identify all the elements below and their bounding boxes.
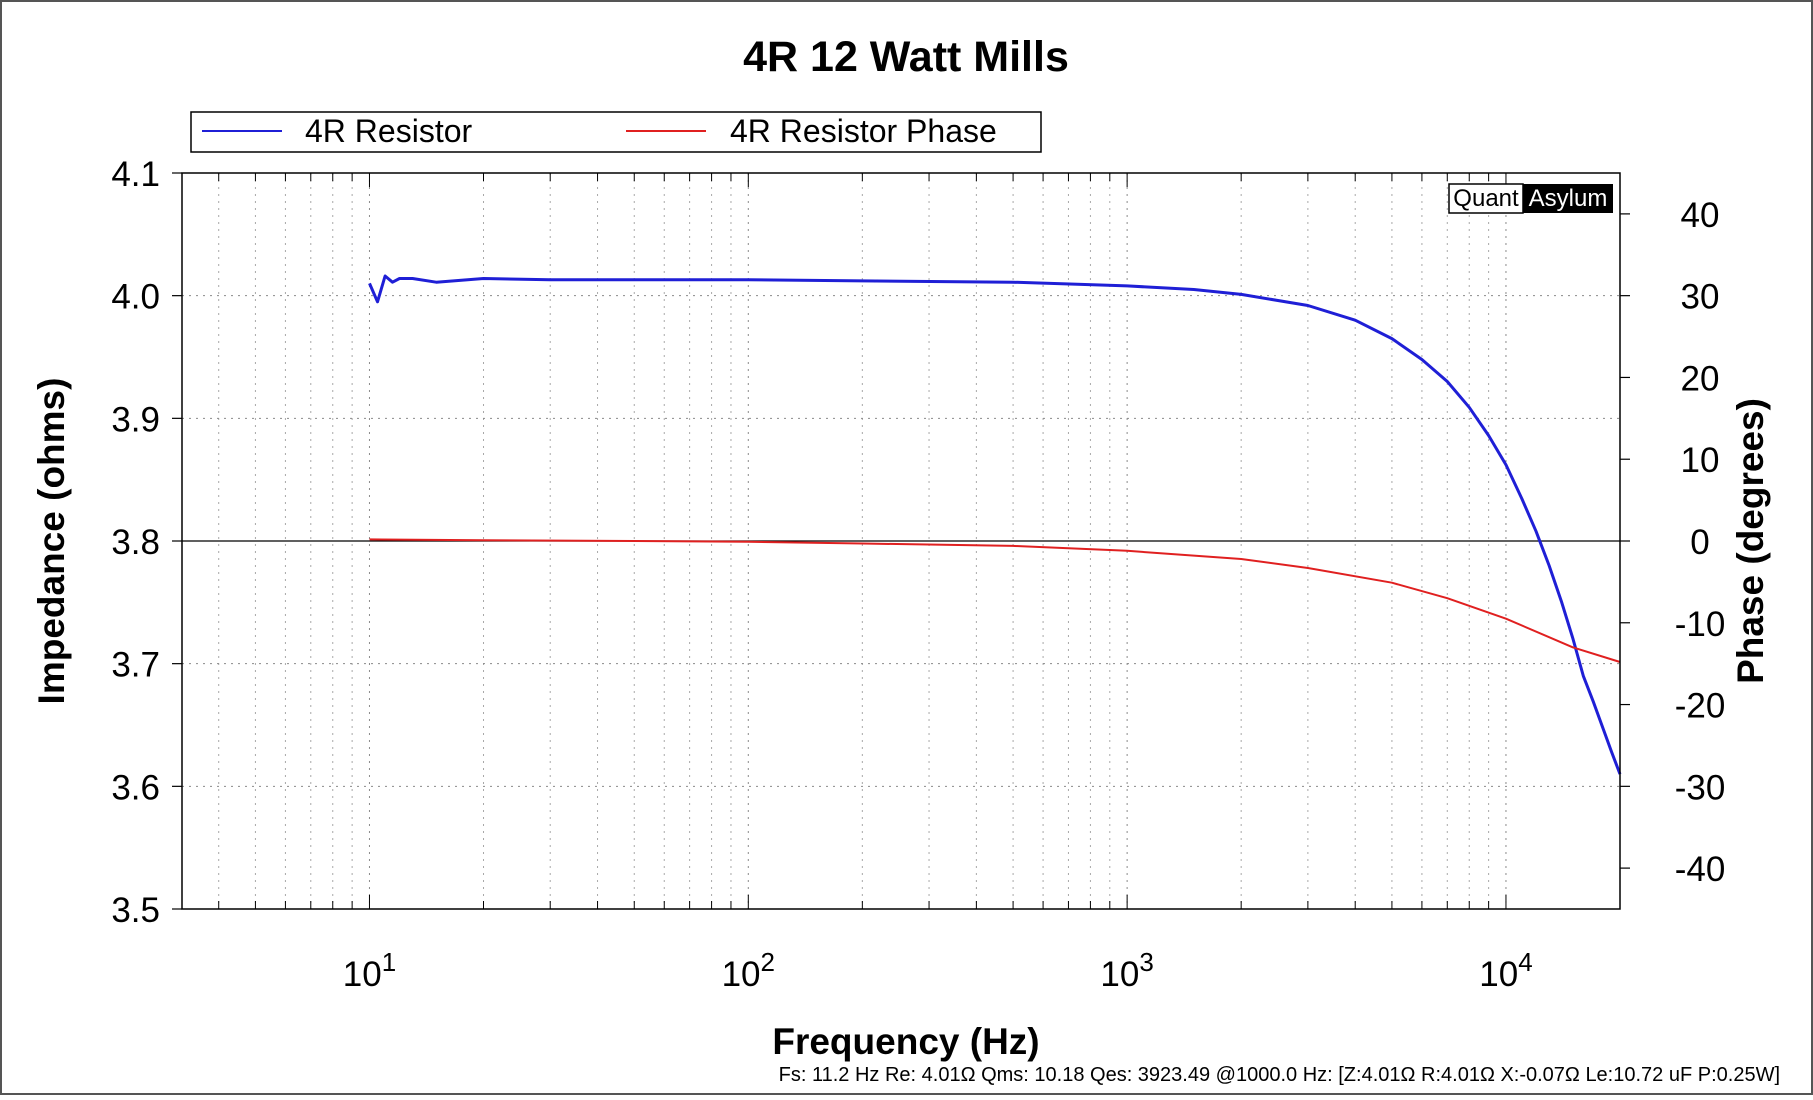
y2-tick-label: -40 bbox=[1675, 850, 1726, 889]
legend: 4R Resistor 4R Resistor Phase bbox=[190, 111, 1042, 153]
y-tick-label: 3.9 bbox=[111, 400, 160, 439]
y-tick-label: 3.8 bbox=[111, 523, 160, 562]
impedance-series-line bbox=[368, 274, 1622, 775]
y-tick-label: 4.0 bbox=[111, 278, 160, 317]
tick-labels: 3.5 3.6 3.7 3.8 3.9 4.0 4.1 -40 -30 -20 -10 0 10 20 30… bbox=[111, 155, 1725, 994]
y2-tick-label: -30 bbox=[1675, 768, 1726, 807]
y2-tick-label: 40 bbox=[1681, 196, 1720, 235]
y-tick-label: 4.1 bbox=[111, 155, 160, 194]
y2-tick-label: -20 bbox=[1675, 687, 1726, 726]
x-tick-label: 104 bbox=[1479, 947, 1532, 994]
badge-left-text: Quant bbox=[1453, 185, 1519, 212]
badge-right-box bbox=[1523, 184, 1613, 213]
phase-series-line bbox=[369, 538, 1621, 663]
y-tick-label: 3.5 bbox=[111, 891, 160, 930]
y2-tick-label: 30 bbox=[1681, 278, 1720, 317]
chart-title: 4R 12 Watt Mills bbox=[743, 33, 1069, 81]
badge-right-text: Asylum bbox=[1529, 185, 1608, 212]
legend-label-impedance: 4R Resistor bbox=[305, 113, 473, 149]
series-layer bbox=[368, 274, 1622, 775]
measurement-footer: Fs: 11.2 Hz Re: 4.01Ω Qms: 10.18 Qes: 39… bbox=[779, 1064, 1780, 1086]
legend-label-phase: 4R Resistor Phase bbox=[730, 113, 997, 149]
y2-tick-label: -10 bbox=[1675, 605, 1726, 644]
x-tick-label: 101 bbox=[343, 947, 396, 994]
y-tick-label: 3.6 bbox=[111, 768, 160, 807]
x-tick-label: 102 bbox=[722, 947, 775, 994]
quantasylum-badge: Quant Asylum bbox=[1448, 183, 1613, 214]
y-tick-label: 3.7 bbox=[111, 646, 160, 685]
y2-tick-label: 10 bbox=[1681, 441, 1720, 480]
tick-marks bbox=[172, 172, 1630, 910]
badge-left-box bbox=[1448, 183, 1524, 214]
y2-tick-label: 0 bbox=[1690, 523, 1709, 562]
x-axis-title: Frequency (Hz) bbox=[772, 1021, 1039, 1062]
y2-tick-label: 20 bbox=[1681, 359, 1720, 398]
y2-axis-title: Phase (degrees) bbox=[1730, 398, 1771, 684]
y-axis-title: Impedance (ohms) bbox=[31, 378, 72, 705]
x-tick-label: 103 bbox=[1100, 947, 1153, 994]
legend-box bbox=[190, 111, 1042, 153]
